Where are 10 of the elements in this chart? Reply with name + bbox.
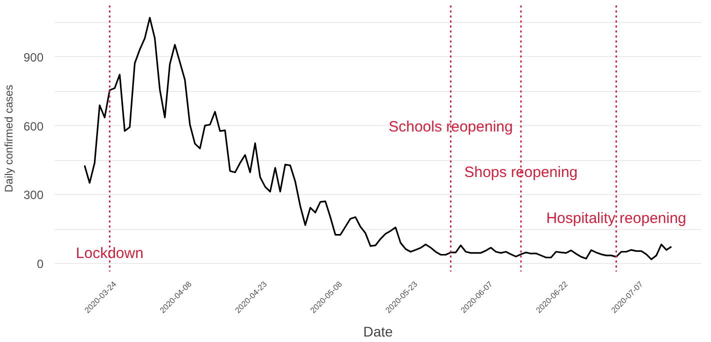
y-tick-label: 900: [23, 50, 44, 64]
y-tick-label: 0: [36, 256, 44, 271]
x-axis-title: Date: [363, 324, 393, 340]
annotation: Hospitality reopening: [546, 210, 686, 227]
y-axis-title: Daily confirmed cases: [3, 84, 16, 192]
y-tick-label: 300: [23, 188, 44, 202]
annotation: Shops reopening: [464, 164, 578, 181]
annotation: Lockdown: [76, 245, 144, 262]
annotation: Schools reopening: [388, 118, 513, 136]
y-tick-label: 600: [23, 119, 44, 134]
